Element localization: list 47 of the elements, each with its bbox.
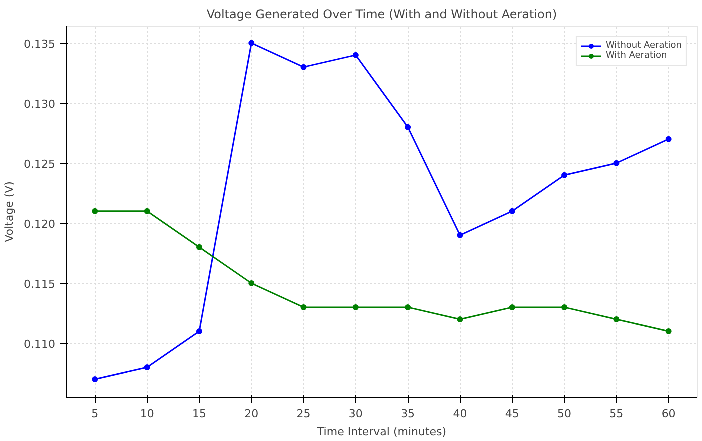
- point: [248, 40, 255, 46]
- point: [92, 208, 98, 214]
- y-tick-label: 0.125: [24, 158, 56, 171]
- point: [457, 232, 464, 238]
- y-tick-label: 0.135: [24, 38, 56, 51]
- point: [196, 328, 202, 334]
- y-tick-label: 0.130: [24, 98, 56, 111]
- y-tick-label: 0.110: [24, 338, 56, 351]
- legend-label: With Aeration: [606, 51, 668, 61]
- chart-title: Voltage Generated Over Time (With and Without Aeration): [206, 8, 558, 22]
- point: [144, 208, 150, 214]
- point: [509, 304, 516, 310]
- point: [666, 136, 672, 142]
- y-tick-label: 0.115: [24, 278, 56, 291]
- point: [405, 124, 412, 130]
- point: [196, 244, 202, 250]
- point: [352, 52, 359, 58]
- x-tick-label: 35: [401, 408, 416, 420]
- point: [614, 316, 620, 322]
- y-tick-label: 0.120: [24, 218, 56, 231]
- x-axis-title: Time Interval (minutes): [316, 426, 447, 438]
- x-tick-label: 25: [296, 408, 311, 420]
- point: [248, 280, 255, 286]
- point: [562, 304, 568, 310]
- point: [300, 64, 307, 70]
- x-tick-label: 55: [610, 408, 624, 420]
- point: [405, 304, 412, 310]
- y-axis-title: Voltage (V): [3, 182, 16, 242]
- x-tick-label: 50: [558, 408, 572, 420]
- x-tick-label: 45: [505, 408, 520, 420]
- x-tick-label: 10: [140, 408, 154, 420]
- x-tick-label: 30: [348, 408, 363, 420]
- point: [614, 160, 620, 166]
- point: [300, 304, 307, 310]
- x-tick-label: 15: [192, 408, 206, 420]
- x-tick-label: 5: [92, 408, 99, 420]
- legend-label: Without Aeration: [606, 41, 682, 51]
- x-tick-label: 20: [244, 408, 259, 420]
- x-tick-label: 60: [662, 408, 676, 420]
- point: [457, 316, 464, 322]
- point: [666, 328, 672, 334]
- point: [352, 304, 359, 310]
- point: [562, 172, 568, 178]
- x-tick-label: 40: [453, 408, 468, 420]
- point: [144, 364, 150, 370]
- point: [509, 208, 516, 214]
- point: [92, 376, 98, 382]
